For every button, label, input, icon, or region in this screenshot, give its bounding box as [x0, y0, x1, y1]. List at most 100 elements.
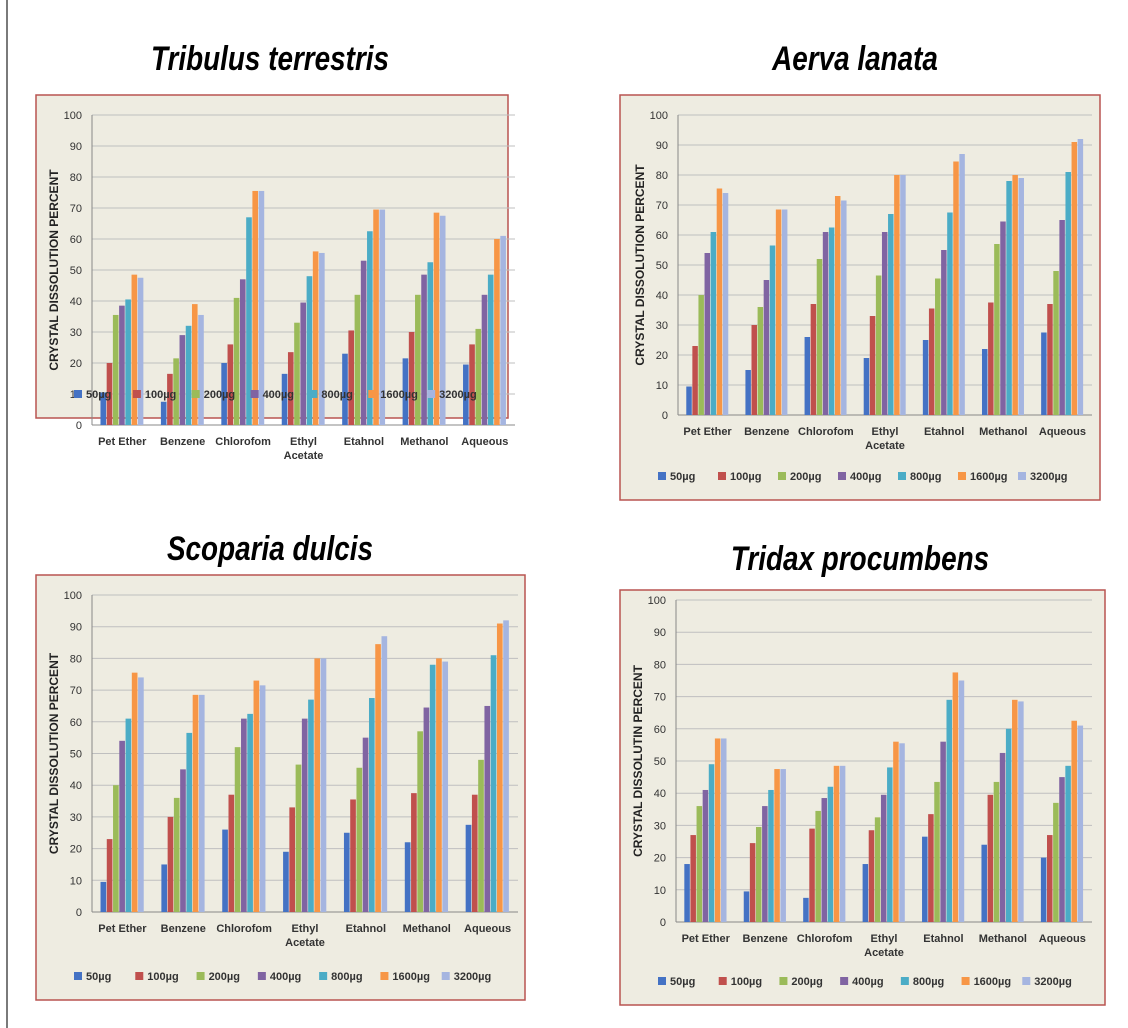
bar: [894, 175, 900, 415]
y-tick-label: 60: [70, 234, 82, 246]
bar: [822, 232, 829, 415]
bar: [762, 806, 768, 922]
y-tick-label: 50: [70, 265, 82, 277]
legend-swatch: [441, 972, 450, 980]
bar: [888, 214, 894, 415]
bar: [1077, 725, 1084, 922]
bar: [227, 344, 234, 425]
bar: [702, 789, 709, 922]
legend-label: 3200µg: [1034, 976, 1072, 988]
bar: [940, 741, 946, 922]
bar: [198, 694, 205, 912]
x-tick-label: Pet Ether: [98, 923, 147, 935]
x-tick-label: Methanol: [400, 436, 448, 448]
chart-title: Tridax procumbens: [730, 540, 990, 578]
bar: [500, 235, 506, 425]
x-tick-label: Acetate: [865, 440, 905, 452]
y-tick-label: 100: [650, 110, 668, 122]
legend-swatch: [658, 977, 666, 985]
legend-label: 100µg: [147, 971, 178, 983]
legend-label: 400µg: [850, 471, 881, 483]
x-tick-label: Chlorofom: [798, 426, 854, 438]
bar: [354, 294, 361, 425]
x-tick-label: Methanol: [403, 923, 451, 935]
x-tick-label: Aqueous: [1039, 426, 1086, 438]
bar: [862, 864, 869, 922]
x-tick-label: Benzene: [744, 426, 789, 438]
bar: [234, 747, 241, 912]
bar: [100, 392, 107, 425]
legend-label: 100µg: [731, 976, 762, 988]
bar: [119, 305, 125, 425]
bar: [173, 797, 180, 912]
bar: [247, 713, 253, 912]
page-left-rule: [6, 0, 8, 1028]
x-tick-label: Etahnol: [924, 426, 964, 438]
bar: [360, 260, 367, 425]
y-tick-label: 10: [654, 885, 666, 897]
y-tick-label: 20: [656, 350, 668, 362]
bar: [343, 832, 350, 912]
y-tick-label: 40: [656, 290, 668, 302]
bar: [751, 325, 757, 415]
legend-label: 1600µg: [380, 389, 418, 401]
bar: [1018, 701, 1024, 922]
bar: [173, 358, 179, 425]
bar: [1006, 181, 1012, 415]
bar: [780, 769, 786, 922]
bar: [869, 316, 876, 415]
legend-swatch: [900, 977, 909, 985]
bar: [294, 322, 300, 425]
bar: [714, 738, 721, 922]
legend-swatch: [658, 472, 666, 480]
bar: [320, 658, 327, 912]
bar: [161, 864, 168, 912]
x-tick-label: Pet Ether: [683, 426, 732, 438]
bar: [287, 352, 294, 425]
bar: [348, 330, 355, 425]
legend-label: 1600µg: [974, 976, 1012, 988]
legend-label: 3200µg: [439, 389, 477, 401]
x-tick-label: Chlorofom: [216, 923, 272, 935]
bar: [490, 655, 497, 912]
x-tick-label: Aqueous: [464, 923, 511, 935]
bar: [465, 824, 472, 912]
bar: [167, 816, 174, 912]
bar: [1077, 139, 1084, 415]
legend-swatch: [1022, 977, 1031, 985]
bar: [815, 810, 821, 922]
bar: [692, 346, 698, 415]
chart-area: [619, 589, 1106, 1006]
bar: [362, 737, 369, 912]
legend-swatch: [191, 390, 200, 398]
y-tick-label: 60: [70, 717, 82, 729]
y-tick-label: 30: [70, 812, 82, 824]
bar: [821, 798, 828, 922]
bar: [301, 718, 308, 912]
bar: [841, 200, 847, 415]
bar: [289, 807, 296, 912]
bar: [241, 718, 247, 912]
legend-swatch: [250, 390, 259, 398]
bar: [1047, 835, 1053, 922]
bar: [887, 767, 893, 922]
y-tick-label: 30: [70, 327, 82, 339]
bar: [319, 252, 325, 425]
x-tick-label: Aqueous: [1039, 933, 1086, 945]
bar: [423, 707, 430, 912]
bar: [743, 891, 750, 922]
legend-label: 50µg: [86, 971, 111, 983]
bar: [922, 340, 929, 415]
bar: [1065, 172, 1071, 415]
legend-label: 100µg: [730, 471, 761, 483]
y-axis-label: CRYSTAL DISSOLUTION PERCENT: [633, 164, 647, 366]
bar: [781, 209, 788, 415]
bar: [922, 836, 928, 922]
legend-swatch: [718, 472, 726, 480]
bar: [427, 262, 434, 425]
bar: [757, 307, 764, 415]
bar: [253, 680, 260, 912]
bar: [775, 209, 782, 415]
bar: [716, 188, 723, 415]
